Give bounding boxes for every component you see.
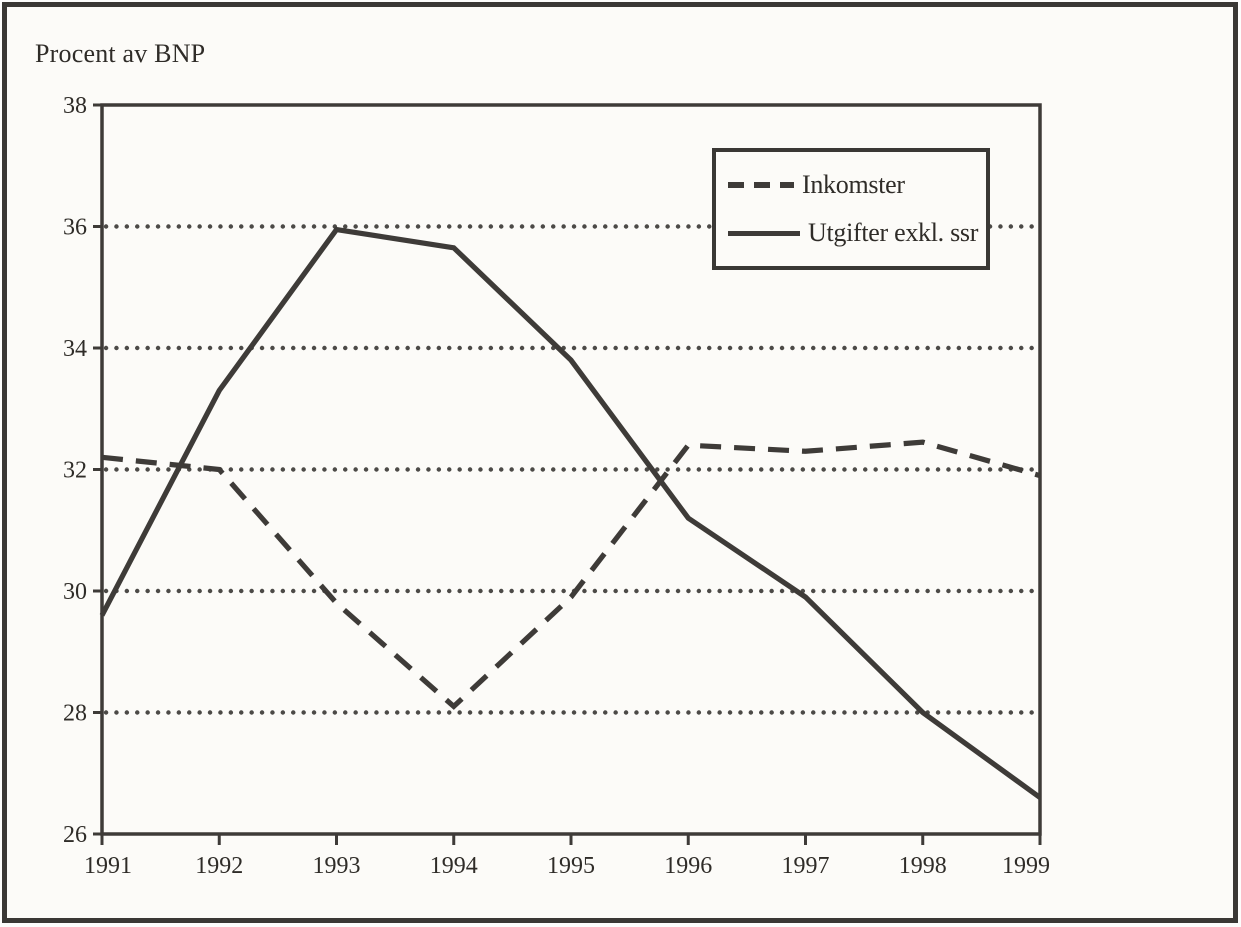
x-tick-label-1992: 1992 <box>195 853 243 879</box>
x-tick-label-1998: 1998 <box>899 853 947 879</box>
y-tick-label-28: 28 <box>63 701 87 727</box>
legend-label-utgifter: Utgifter exkl. ssr <box>808 218 979 247</box>
x-tick-label-1993: 1993 <box>313 853 361 879</box>
y-tick-label-30: 30 <box>63 579 87 605</box>
chart-legend: Inkomster Utgifter exkl. ssr <box>712 148 990 270</box>
legend-label-inkomster: Inkomster <box>802 170 905 199</box>
x-tick-label-1994: 1994 <box>430 853 478 879</box>
y-tick-label-32: 32 <box>63 458 87 484</box>
x-tick-label-1996: 1996 <box>664 853 712 879</box>
y-tick-label-34: 34 <box>63 336 87 362</box>
x-tick-label-1991: 1991 <box>84 853 132 879</box>
chart-title: Procent av BNP <box>35 39 206 68</box>
y-tick-label-26: 26 <box>63 822 87 848</box>
dashed-line-sample-icon <box>728 182 794 188</box>
solid-line-sample-icon <box>728 230 800 236</box>
chart-plot: 26 28 30 32 34 36 38 1991 1992 1993 1994 1995 1996 19… <box>63 93 1050 879</box>
x-tick-label-1999: 1999 <box>1002 853 1050 879</box>
legend-item-utgifter: Utgifter exkl. ssr <box>728 218 986 248</box>
y-tick-label-38: 38 <box>63 93 87 119</box>
x-tick-label-1995: 1995 <box>547 853 595 879</box>
y-tick-label-36: 36 <box>63 215 87 241</box>
series-line-inkomster <box>101 439 1041 710</box>
series-line-utgifter-exkl-ssr <box>99 226 1042 800</box>
x-tick-label-1997: 1997 <box>782 853 830 879</box>
legend-item-inkomster: Inkomster <box>728 170 986 200</box>
